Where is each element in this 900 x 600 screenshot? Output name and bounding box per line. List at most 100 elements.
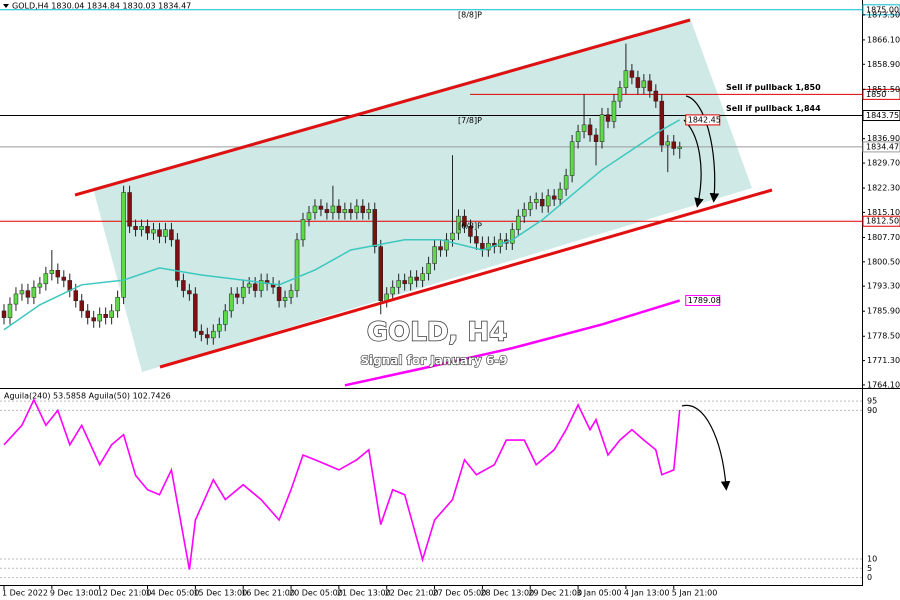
y-tick-label: 1800.50 [867, 257, 900, 266]
level-note: Sell if pullback 1,844 [726, 104, 821, 113]
x-tick-label: 12 Dec 21:00 [98, 589, 152, 598]
oscillator-line [3, 397, 681, 570]
candle-body [151, 229, 156, 234]
candle-body [569, 141, 575, 176]
candle-body [414, 276, 419, 281]
candle-body [444, 239, 449, 251]
y-tick-label: 5 [867, 564, 872, 573]
candle-body [611, 100, 617, 122]
level-label: [6/8]P [458, 222, 482, 231]
x-tick-label: 20 Dec 05:00 [289, 589, 343, 598]
candle-body [378, 246, 383, 301]
candle-body [468, 226, 473, 237]
candle-body [647, 80, 653, 92]
candle-body [258, 280, 264, 291]
y-tick-label: 1851.50 [867, 85, 900, 94]
candle-body [629, 70, 635, 78]
level-label: [7/8]P [458, 116, 482, 125]
candle-body [438, 246, 443, 251]
ma-tag [685, 294, 721, 306]
oscillator-header: Aguila(240) 53.5858 Aguila(50) 102.7426 [4, 392, 171, 401]
candle-body [103, 314, 108, 318]
candle-body [175, 239, 180, 281]
candle-body [366, 209, 372, 214]
candle-body [228, 293, 234, 312]
price-tag [862, 88, 900, 100]
candle-body [37, 283, 43, 288]
candle-body [7, 303, 13, 318]
candle-body [127, 192, 132, 227]
candle-body [91, 317, 96, 322]
candle-body [240, 286, 246, 298]
channel-upper [74, 18, 691, 197]
candle-body [294, 239, 300, 291]
candle-body [533, 198, 539, 203]
candle-body [19, 290, 25, 295]
y-tick-label: 1836.90 [867, 134, 900, 143]
candle-body [211, 330, 216, 339]
candle-body [432, 246, 437, 264]
candle-body [199, 330, 204, 335]
x-tick-label: 16 Dec 21:00 [241, 589, 295, 598]
y-tick-label: 1807.70 [867, 233, 900, 242]
level-label: [8/8]P [458, 10, 482, 19]
forecast-arrow [681, 404, 731, 491]
candle-body [420, 273, 425, 281]
candle-body [462, 215, 467, 227]
candle-body [522, 209, 527, 217]
candle-body [342, 209, 348, 214]
candle-body [252, 283, 258, 291]
ma-tag-label: 1789.08 [688, 296, 721, 305]
price-tag [862, 110, 900, 122]
candle-body [372, 209, 378, 247]
price-tag-label: 1875.00 [866, 5, 899, 14]
candle-body [157, 229, 162, 237]
candle-body [25, 290, 31, 298]
candle-body [348, 209, 354, 214]
y-tick-label: 10 [867, 555, 877, 564]
y-tick-label: 1793.30 [867, 282, 900, 291]
candle-body [408, 276, 413, 285]
candle-body [276, 286, 282, 301]
y-tick-label: 90 [867, 406, 877, 415]
x-tick-label: 29 Dec 21:00 [528, 589, 582, 598]
candle-body [318, 205, 324, 210]
x-tick-label: 1 Dec 2022 [2, 589, 48, 598]
candle-body [109, 310, 114, 318]
x-tick-label: 14 Dec 05:00 [146, 589, 200, 598]
candle-body [330, 205, 336, 214]
x-tick-label: 22 Dec 21:00 [385, 589, 439, 598]
moving-average [3, 119, 681, 331]
candle-body [163, 229, 168, 237]
x-tick-label: 3 Jan 05:00 [576, 589, 622, 598]
candle-body [671, 141, 677, 149]
candle-body [234, 293, 240, 298]
candle-body [587, 124, 593, 136]
candle-body [61, 276, 67, 281]
y-tick-label: 1764.10 [867, 380, 900, 389]
x-tick-label: 28 Dec 13:00 [480, 589, 534, 598]
candle-body [31, 286, 37, 298]
candle-body [605, 114, 611, 122]
candle-body [324, 209, 330, 214]
chart-title: GOLD, H4 [367, 318, 507, 348]
x-tick-label: 27 Dec 05:00 [433, 589, 487, 598]
candle-body [73, 290, 79, 301]
candle-body [246, 283, 252, 288]
candle-body [641, 80, 647, 88]
y-tick-label: 1815.10 [867, 208, 900, 217]
candle-body [300, 219, 306, 241]
candle-body [516, 215, 521, 230]
price-tag-label: 1834.47 [866, 142, 899, 151]
candle-body [575, 131, 581, 142]
y-tick-label: 1858.90 [867, 60, 900, 69]
candle-body [181, 280, 186, 291]
candle-body [527, 202, 533, 210]
candle-body [599, 114, 605, 142]
candle-body [336, 205, 342, 214]
candle-body [85, 310, 90, 318]
price-tag [862, 141, 900, 153]
y-tick-label: 1785.90 [867, 307, 900, 316]
candle-body [396, 280, 401, 288]
